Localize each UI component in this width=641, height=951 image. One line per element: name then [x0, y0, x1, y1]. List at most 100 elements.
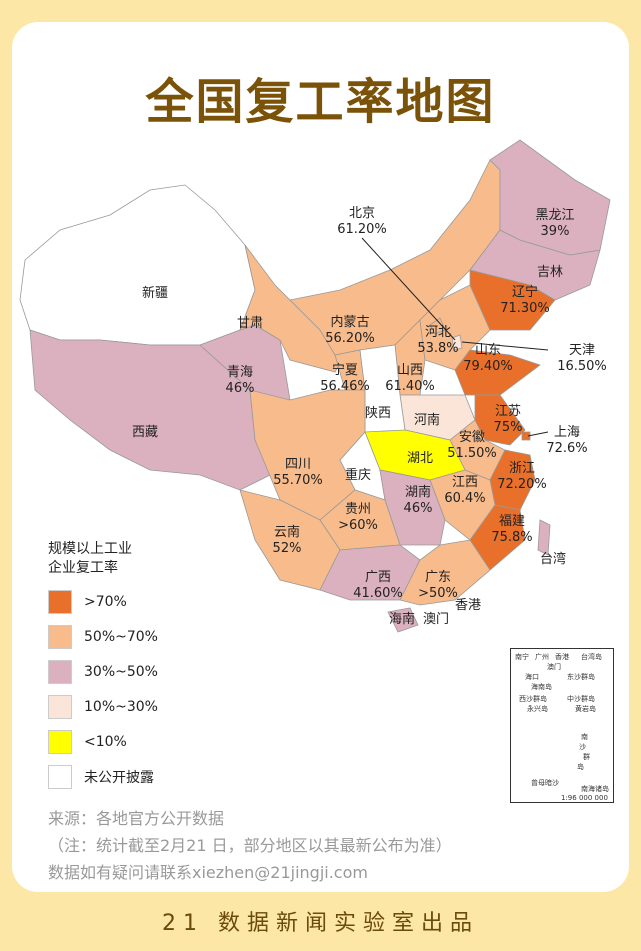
province-label: 山东 79.40% [463, 343, 513, 375]
province-name: 浙江 [508, 461, 536, 476]
province-label: 河南 [414, 413, 440, 429]
legend-swatch [48, 659, 72, 684]
note-line: （注：统计截至2月21 日，部分地区以其最新公布为准） [48, 836, 452, 855]
legend-label: 未公开披露 [84, 769, 154, 786]
province-四川 [249, 389, 366, 521]
province-name: 吉林 [536, 265, 564, 280]
province-label: 陕西 [365, 406, 391, 422]
inset-label: 南 [581, 733, 588, 741]
inset-label: 南海诸岛 [581, 785, 609, 793]
province-label: 江西 60.4% [444, 475, 485, 507]
inset-label: 永兴岛 [527, 705, 548, 713]
legend-swatch [48, 694, 72, 719]
province-福建 [469, 504, 526, 571]
province-name: 江苏 [494, 404, 521, 419]
province-label: 重庆 [345, 468, 371, 484]
province-rate: 56.46% [320, 379, 370, 394]
province-label: 澳门 [423, 612, 449, 628]
province-label: 上海 72.6% [546, 425, 587, 457]
legend-item: >70% [48, 584, 158, 619]
legend: 规模以上工业 企业复工率 >70% 50%~70% 30%~50% 10%~30% <1… [48, 540, 158, 794]
province-rate: 16.50% [557, 359, 607, 374]
province-name: 澳门 [422, 612, 450, 627]
province-rate: 71.30% [500, 301, 550, 316]
province-name: 西藏 [131, 425, 159, 440]
province-label: 江苏 75% [494, 404, 523, 436]
province-rate: 46% [403, 501, 433, 516]
province-rate: 51.50% [447, 446, 497, 461]
province-label: 广东 >50% [418, 570, 458, 602]
province-name: 黑龙江 [535, 208, 575, 223]
province-label: 山西 61.40% [385, 363, 435, 395]
legend-item: 50%~70% [48, 619, 158, 654]
inset-label: 岛 [577, 763, 584, 771]
page-title: 全国复工率地图 [145, 74, 496, 130]
province-name: 湖北 [406, 451, 434, 466]
province-name: 福建 [498, 514, 525, 529]
province-name: 上海 [553, 425, 580, 440]
province-name: 甘肃 [236, 316, 264, 331]
province-name: 贵州 [344, 502, 372, 517]
province-label: 海南 [389, 612, 415, 628]
inset-label: 中沙群岛 [567, 695, 595, 703]
inset-label: 西沙群岛 [519, 695, 547, 703]
legend-label: 50%~70% [84, 628, 158, 645]
province-name: 海南 [388, 612, 416, 627]
leader-line [461, 341, 549, 351]
province-上海 [521, 431, 531, 441]
legend-label: <10% [84, 733, 127, 750]
legend-item: 30%~50% [48, 654, 158, 689]
province-label: 湖北 [407, 451, 433, 467]
province-name: 四川 [284, 457, 312, 472]
province-台湾 [537, 519, 551, 556]
province-rate: 79.40% [463, 359, 513, 374]
footer-credit: 21 数据新闻实验室出品 [162, 911, 479, 936]
inset-label: 黄岩岛 [575, 705, 596, 713]
province-河北 [419, 284, 491, 371]
province-name: 河北 [424, 325, 451, 340]
province-name: 内蒙古 [330, 315, 370, 330]
province-label: 辽宁 71.30% [500, 285, 550, 317]
leader-line [361, 237, 456, 341]
legend-title: 规模以上工业 [48, 541, 132, 557]
province-rate: 39% [540, 224, 570, 239]
province-name: 陕西 [364, 406, 392, 421]
south-china-sea-inset: 南宁 广州 香港 澳门 台湾岛 海口 海南岛 东沙群岛 西沙群岛 永兴岛 中沙群岛 黄岩岛南沙群岛曾母… [510, 648, 614, 803]
province-新疆 [19, 184, 256, 346]
province-name: 香港 [454, 598, 482, 613]
province-name: 广东 [424, 570, 452, 585]
province-rate: 46% [225, 381, 255, 396]
inset-label: 海南岛 [531, 683, 552, 691]
province-海南 [387, 607, 419, 633]
province-label: 天津 16.50% [557, 343, 607, 375]
province-name: 安徽 [458, 430, 486, 445]
province-label: 宁夏 56.46% [320, 363, 370, 395]
province-rate: 61.40% [385, 379, 435, 394]
province-rate: 72.6% [546, 441, 588, 456]
inset-label: 东沙群岛 [567, 673, 595, 681]
province-rate: 75% [493, 420, 523, 435]
province-name: 青海 [226, 365, 253, 380]
province-label: 河北 53.8% [417, 325, 458, 357]
province-label: 福建 75.8% [491, 514, 532, 546]
legend-label: 30%~50% [84, 663, 158, 680]
province-label: 安徽 51.50% [447, 430, 497, 462]
inset-label: 曾母暗沙 [531, 779, 559, 787]
province-name: 广西 [364, 570, 392, 585]
inset-label: 海口 [525, 673, 539, 681]
province-label: 四川 55.70% [273, 457, 323, 489]
inset-label: 南宁 [515, 653, 529, 661]
province-name: 山西 [396, 363, 424, 378]
source-notes: 来源：各地官方公开数据 （注：统计截至2月21 日，部分地区以其最新公布为准） … [48, 805, 452, 886]
province-rate: 61.20% [337, 222, 387, 237]
province-label: 西藏 [132, 425, 158, 441]
province-rate: 55.70% [273, 473, 323, 488]
inset-label: 台湾岛 [581, 653, 602, 661]
province-label: 云南 52% [273, 525, 302, 557]
province-rate: 60.4% [444, 491, 486, 506]
source-line: 来源：各地官方公开数据 [48, 809, 225, 828]
province-label: 新疆 [142, 286, 168, 302]
province-label: 青海 46% [226, 365, 255, 397]
inset-label: 沙 [579, 743, 586, 751]
